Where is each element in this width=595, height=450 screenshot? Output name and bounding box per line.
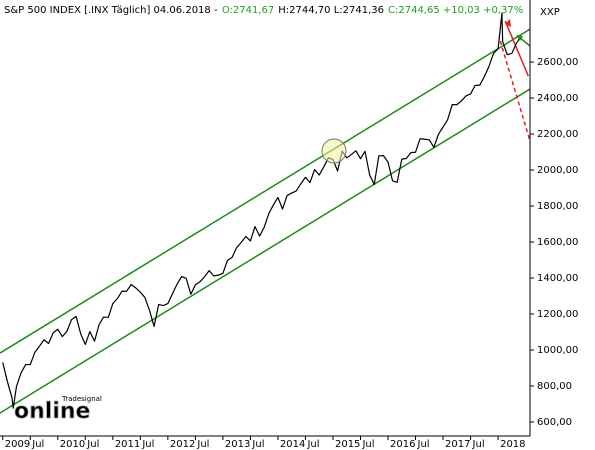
x-tick-label: Jul xyxy=(196,439,209,450)
x-tick-label: Jul xyxy=(417,439,430,450)
x-tick-label: 2016 xyxy=(390,439,415,450)
x-tick-label: Jul xyxy=(361,439,374,450)
y-tick-label: 800,00 xyxy=(537,381,572,392)
y-tick-label: 1800,00 xyxy=(537,201,578,212)
green-arrowhead xyxy=(516,35,523,41)
x-tick-label: 2014 xyxy=(280,439,305,450)
x-tick-label: 2013 xyxy=(225,439,250,450)
y-tick-label: 600,00 xyxy=(537,417,572,428)
y-tick-label: 2000,00 xyxy=(537,165,578,176)
x-tick-label: 2009 xyxy=(5,439,30,450)
watermark: Tradesignal online xyxy=(14,395,102,424)
x-tick-label: Jul xyxy=(251,439,264,450)
highlight-circle xyxy=(321,138,347,164)
y-tick-label: 1600,00 xyxy=(537,237,578,248)
trend-line xyxy=(504,20,530,77)
x-tick-label: 2010 xyxy=(60,439,85,450)
quote-part: C:2744,65 +10,03 +0,37% xyxy=(388,5,523,16)
x-tick-label: 2018 xyxy=(500,439,525,450)
quote-part: H:2744,70 L:2741,36 xyxy=(278,5,384,16)
watermark-small: Tradesignal xyxy=(61,395,102,403)
y-tick-label: 1400,00 xyxy=(537,273,578,284)
header: S&P 500 INDEX [.INX Täglich] 04.06.2018 … xyxy=(4,5,523,16)
title: S&P 500 INDEX [.INX Täglich] 04.06.2018 … xyxy=(4,5,218,16)
x-tick-label: 2015 xyxy=(335,439,360,450)
y-tick-label: 2600,00 xyxy=(537,57,578,68)
quote-part: O:2741,67 xyxy=(222,5,274,16)
watermark-big: online xyxy=(14,399,90,424)
y-tick-label: 2200,00 xyxy=(537,129,578,140)
x-tick-label: 2012 xyxy=(170,439,195,450)
x-tick-label: 2011 xyxy=(115,439,140,450)
x-tick-label: Jul xyxy=(31,439,44,450)
x-tick-label: Jul xyxy=(86,439,99,450)
x-tick-label: Jul xyxy=(141,439,154,450)
price-line xyxy=(2,12,522,409)
y-tick-label: 1200,00 xyxy=(537,309,578,320)
red-arrowhead xyxy=(505,19,511,27)
y-tick-label: 1000,00 xyxy=(537,345,578,356)
trend-line xyxy=(0,88,531,414)
axis-label: XXP xyxy=(540,7,560,18)
x-tick-label: Jul xyxy=(306,439,319,450)
y-tick-label: 2400,00 xyxy=(537,93,578,104)
x-tick-label: Jul xyxy=(472,439,485,450)
trend-line xyxy=(0,28,531,354)
x-tick-label: 2017 xyxy=(445,439,470,450)
trend-line xyxy=(499,40,531,142)
